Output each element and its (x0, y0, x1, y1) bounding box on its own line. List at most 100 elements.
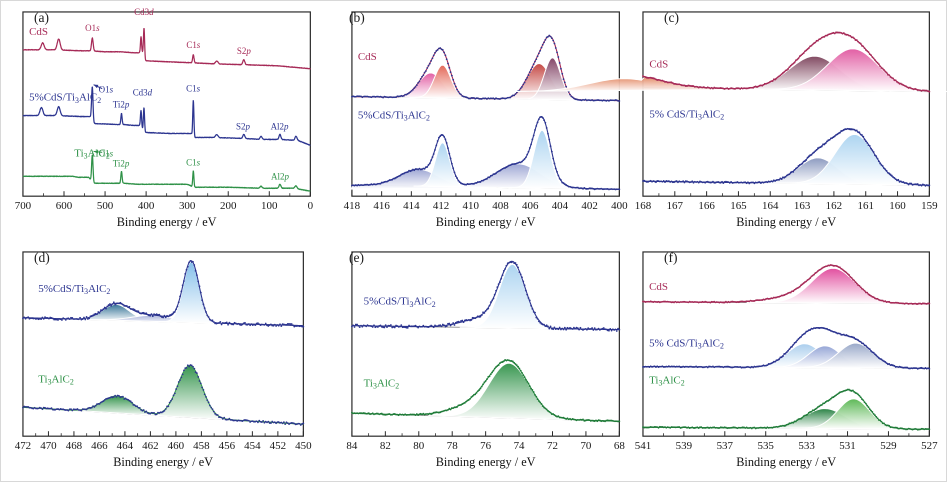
envelope-dots (351, 116, 621, 191)
trace-label: CdS (649, 281, 668, 293)
axis: 168 167 166 165 164 163 162 161 160 159 (635, 11, 938, 212)
x-axis-label: Binding energy / eV (435, 215, 536, 229)
panel-e: (e) 84 82 80 78 76 74 72 70 68 5%CdS/Ti3AlC2 Ti3Al… (316, 241, 631, 481)
tick-label: 535 (757, 440, 774, 452)
component-peak (508, 129, 576, 190)
spectrum-1: 5%CdS/Ti3AlC2 (351, 260, 621, 332)
plot-svg: 168 167 166 165 164 163 162 161 160 159 CdS 5% CdS/… (483, 11, 947, 212)
envelope-dots (351, 34, 621, 102)
trace-label: Ti3AlC2 (364, 377, 400, 390)
axis: 84 82 80 78 76 74 72 70 68 (346, 251, 625, 452)
component-peak (140, 365, 239, 421)
tick-label: 0 (308, 200, 314, 212)
tick-label: 452 (270, 440, 286, 452)
tick-label: 159 (921, 200, 938, 212)
tick-label: 78 (447, 440, 458, 452)
spectrum-1: 5%CdS/Ti3AlC2 (22, 259, 305, 328)
panel-f: (f) 541 539 537 535 533 531 529 527 CdS 5% CdS/Ti… (631, 241, 946, 481)
trace-label: 5% CdS/Ti3AlC2 (649, 109, 724, 122)
peak-label: C1s (186, 40, 200, 50)
tick-label: 408 (492, 200, 509, 212)
spectrum-2: 5% CdS/Ti3AlC2 (642, 109, 935, 187)
trace-label: Ti3AlC2 (649, 374, 685, 387)
spectrum-2: 5%CdS/Ti3AlC2 (341, 110, 621, 191)
peak-label: Cd3d (134, 7, 154, 17)
component-peak (428, 362, 590, 421)
peak-label: S2p (236, 121, 250, 131)
tick-label: 404 (552, 200, 569, 212)
peak-label: Ti2p (113, 158, 130, 168)
x-axis-label: Binding energy / eV (435, 455, 536, 469)
tick-label: 162 (826, 200, 842, 212)
trace-label: 5%CdS/Ti3AlC2 (38, 283, 110, 296)
panel-a: (a) 700 600 500 400 300 200 100 0 O1s Cd3d C1s S2p C… (1, 1, 316, 241)
trace-label: CdS (358, 51, 377, 63)
peak-label: Cd3d (133, 88, 153, 98)
tick-label: 402 (581, 200, 597, 212)
tick-label: 400 (611, 200, 628, 212)
axis: 541 539 537 535 533 531 529 527 (635, 251, 938, 452)
trace-label: Ti3AlC2 (74, 147, 110, 160)
tick-label: 406 (522, 200, 539, 212)
x-axis-label: Binding energy / eV (113, 455, 214, 469)
fit-line (642, 264, 930, 305)
peak-label: C1s (186, 157, 200, 167)
axis: 418 416 414 412 410 408 406 404 402 400 (344, 11, 628, 212)
spectrum-1: CdS (351, 34, 621, 102)
tick-label: 68 (614, 440, 625, 452)
tick-label: 74 (514, 440, 525, 452)
tick-label: 80 (413, 440, 424, 452)
tick-label: 450 (295, 440, 312, 452)
peak-label: O1s (99, 85, 114, 95)
tick-label: 418 (344, 200, 361, 212)
plot-svg: 84 82 80 78 76 74 72 70 68 5%CdS/Ti3AlC2 Ti3AlC2 (346, 251, 625, 452)
envelope-dots (22, 364, 305, 426)
panel-c: (c) 168 167 166 165 164 163 162 161 160 159 CdS 5% … (483, 1, 947, 241)
trace-label: 5% CdS/Ti3AlC2 (649, 338, 724, 351)
envelope-dots (642, 326, 931, 370)
tick-label: 529 (880, 440, 897, 452)
trace-label: CdS (29, 26, 48, 38)
spectrum-line (22, 27, 311, 70)
tick-label: 470 (40, 440, 57, 452)
tick-label: 456 (219, 440, 236, 452)
peak-label: O1s (85, 23, 100, 33)
tick-label: 76 (480, 440, 491, 452)
panel-tag: (b) (349, 10, 365, 25)
envelope-dots (642, 127, 931, 187)
plot-svg: 541 539 537 535 533 531 529 527 CdS 5% CdS/Ti3AlC… (635, 251, 938, 452)
tick-label: 527 (921, 440, 938, 452)
trace-label: CdS (649, 59, 668, 71)
trace-label: Ti3AlC2 (38, 373, 74, 386)
envelope-dots (351, 358, 621, 423)
tick-label: 84 (346, 440, 357, 452)
tick-label: 82 (380, 440, 391, 452)
tick-label: 400 (138, 200, 155, 212)
spectrum-2: Ti3AlC2 (351, 358, 621, 423)
tick-label: 300 (179, 200, 196, 212)
peak-label: O1s (99, 148, 114, 158)
tick-label: 533 (798, 440, 815, 452)
trace-label: 5%CdS/Ti3AlC2 (29, 92, 101, 105)
tick-label: 160 (889, 200, 906, 212)
peak-label: Ti2p (113, 100, 130, 110)
peak-label: Al2p (271, 121, 289, 131)
tick-label: 458 (193, 440, 210, 452)
tick-label: 414 (403, 200, 420, 212)
tick-label: 410 (463, 200, 480, 212)
fit-line (642, 389, 930, 430)
tick-label: 165 (730, 200, 747, 212)
tick-label: 466 (91, 440, 108, 452)
tick-label: 168 (635, 200, 652, 212)
plot-svg: 418 416 414 412 410 408 406 404 402 400 CdS 5%CdS/T… (341, 11, 628, 212)
component-peak (159, 261, 224, 324)
spectrum-line (22, 86, 311, 146)
panel-tag: (c) (664, 10, 679, 25)
plot-svg: 472 470 468 466 464 462 460 458 456 454 452 450 5%Cd… (15, 251, 312, 452)
peak-label: C1s (186, 84, 200, 94)
tick-label: 464 (117, 440, 134, 452)
x-axis-label: Binding energy / eV (736, 455, 837, 469)
tick-label: 100 (261, 200, 278, 212)
